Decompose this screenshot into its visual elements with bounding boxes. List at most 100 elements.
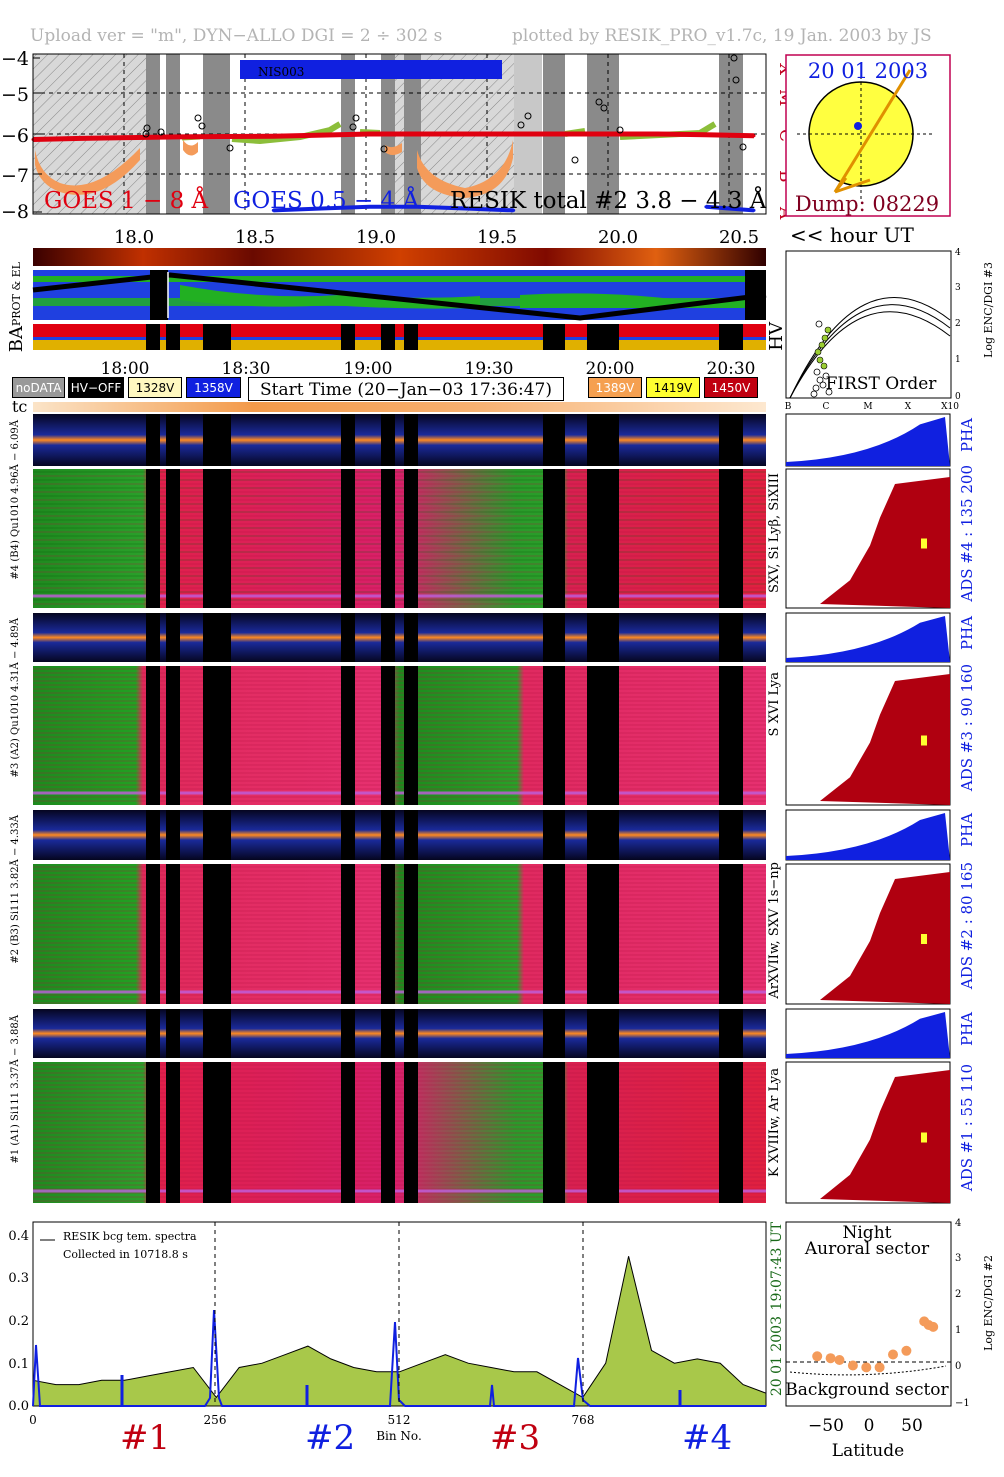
- ch3-spec-label: S XVI Lya: [767, 672, 782, 737]
- sun-panel: 20 01 2003 Dump: 08229: [785, 54, 951, 217]
- lat-point: [847, 1360, 858, 1371]
- spectrum-strip: [33, 469, 766, 608]
- lat-ylabel: Log ENC/DGI #2: [982, 1255, 995, 1351]
- hv-xtick: X: [905, 402, 912, 412]
- sun-date: 20 01 2003: [808, 59, 928, 83]
- goes-xtick: 18.5: [235, 227, 275, 248]
- lat-point: [812, 1351, 823, 1362]
- legend-1419v: 1419V: [646, 377, 700, 398]
- goes-xtick: 19.0: [356, 227, 396, 248]
- legend-hvoff: HV−OFF: [68, 377, 124, 398]
- hv-xtick: B: [785, 402, 792, 412]
- time-tick: 18:00: [101, 359, 150, 379]
- hv-ylabel: Log ENC/DGI #3: [982, 262, 995, 358]
- spectra-ytick: 0.1: [8, 1357, 29, 1372]
- latitude-plot: Night Auroral sector Background sector 4…: [785, 1218, 969, 1461]
- spectra-xtick: 768: [572, 1413, 595, 1427]
- resik-label: RESIK total #2 3.8 − 4.3 Å: [450, 186, 767, 214]
- hv-xtick: C: [823, 402, 830, 412]
- lat-xtick: 50: [901, 1416, 923, 1436]
- ch2-ads: ADS #2 : 80 165: [958, 862, 976, 990]
- time-tick: 18:30: [222, 359, 271, 379]
- goes-ytick: −8: [1, 201, 29, 223]
- lat-point: [874, 1362, 885, 1373]
- prot-label: PROT & EL: [10, 262, 23, 327]
- goes-series-line: [273, 204, 514, 213]
- ba-panel: [33, 324, 766, 350]
- ba-label: BA: [6, 326, 27, 353]
- legend-1450v: 1450V: [704, 377, 758, 398]
- spectra-side-time: 19:07:43 UT: [769, 1222, 785, 1311]
- ch3-pha: PHA: [958, 616, 976, 651]
- lat-point: [834, 1355, 845, 1365]
- goes-xtick: 19.5: [477, 227, 517, 248]
- ch4-label: #4 (B4) Qu1010 4.96Å − 6.09Å: [10, 420, 21, 580]
- pha-strip: [33, 613, 766, 662]
- prot-panel: [32, 270, 767, 321]
- lat-point: [825, 1353, 836, 1364]
- channel-num-4: #4: [682, 1418, 733, 1458]
- pha-strip: [33, 810, 766, 860]
- spectra-ytick: 0.0: [8, 1399, 29, 1414]
- spectra-ytick: 0.2: [8, 1314, 29, 1329]
- lat-ytick: 4: [955, 1218, 961, 1229]
- spectra-ytick: 0.4: [8, 1229, 29, 1244]
- channel-num-1: #1: [120, 1418, 171, 1458]
- hv-ytick: 3: [955, 283, 961, 293]
- goes-xtick: 20.5: [719, 227, 759, 248]
- ch2-label: #2 (B3) Si111 3.82Å − 4.33Å: [10, 815, 21, 964]
- lat-point: [861, 1362, 872, 1373]
- ch1-label: #1 (A1) Si111 3.37Å − 3.88Å: [10, 1015, 21, 1164]
- spectra-side-date: 20 01 2003: [769, 1316, 785, 1397]
- spectra-subtitle: Collected in 10718.8 s: [63, 1248, 188, 1261]
- lat-point: [901, 1345, 912, 1356]
- ch1-ads: ADS #1 : 55 110: [958, 1064, 976, 1192]
- lat-xtick: 0: [864, 1416, 875, 1436]
- goes-ytick: −7: [1, 165, 29, 187]
- spectra-title: RESIK bcg tem. spectra: [63, 1230, 197, 1243]
- hv-label: HV: [766, 322, 787, 351]
- legend-start-time: Start Time (20−Jan−03 17:36:47): [248, 377, 564, 401]
- lat-xlabel: Latitude: [832, 1441, 904, 1461]
- tc-bar: [33, 402, 766, 412]
- spectra-xtick: 256: [204, 1413, 227, 1427]
- tc-label: tc: [12, 397, 28, 416]
- channel-num-3: #3: [490, 1418, 541, 1458]
- goes-series-line: [705, 204, 755, 213]
- lat-ytick: 2: [955, 1289, 961, 1300]
- lat-ytick: −1: [955, 1398, 970, 1409]
- legend-1389v: 1389V: [588, 377, 642, 398]
- spectra-xlabel: Bin No.: [376, 1429, 422, 1443]
- saa-label: NIS003: [258, 65, 304, 79]
- legend-nodata: noDATA: [12, 377, 65, 398]
- spectra-xtick: 512: [388, 1413, 411, 1427]
- time-tick: 20:00: [586, 359, 635, 379]
- spectra-ytick: 0.3: [8, 1271, 29, 1286]
- lat-ytick: 1: [955, 1325, 961, 1336]
- dump-label: Dump: 08229: [795, 192, 939, 216]
- channel-num-2: #2: [305, 1418, 356, 1458]
- hv-plot: FIRST Order B C M X X10 0 1 2 3 4: [785, 248, 961, 412]
- ch3-label: #3 (A2) Qu1010 4.31Å − 4.89Å: [10, 618, 21, 778]
- goes-054-label: GOES 0.5 − 4 Å: [233, 186, 420, 214]
- ch1-spec-label: K XVIIIw, Ar Lya: [767, 1068, 782, 1177]
- hv-ytick: 0: [955, 392, 961, 402]
- header-left: Upload ver = "m", DYN−ALLO DGI = 2 ÷ 302…: [30, 26, 443, 46]
- hv-xtick: M: [863, 402, 872, 412]
- legend-1358v: 1358V: [186, 377, 241, 398]
- lat-subtitle: Auroral sector: [804, 1239, 930, 1259]
- sunlight-bar: [33, 248, 766, 266]
- goes-xtick: 18.0: [114, 227, 154, 248]
- ch4-ads: ADS #4 : 135 200: [958, 465, 976, 602]
- pha-strip: [33, 414, 766, 466]
- ch1-pha: PHA: [958, 1012, 976, 1047]
- spectra-plot: RESIK bcg tem. spectra Collected in 1071…: [8, 1221, 767, 1443]
- time-tick: 19:30: [465, 359, 514, 379]
- spectrum-strip: [33, 666, 766, 805]
- lat-point: [928, 1321, 939, 1332]
- hv-ytick: 2: [955, 319, 961, 329]
- goes-18-label: GOES 1 − 8 Å: [44, 186, 209, 214]
- hv-xtick: X10: [941, 402, 959, 412]
- lat-ytick: 3: [955, 1253, 961, 1264]
- goes-ytick: −4: [1, 48, 29, 70]
